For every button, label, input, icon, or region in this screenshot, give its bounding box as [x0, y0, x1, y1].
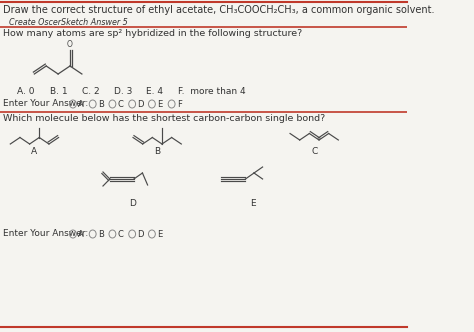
Text: E: E [157, 100, 162, 109]
Text: Draw the correct structure of ethyl acetate, CH₃COOCH₂CH₃, a common organic solv: Draw the correct structure of ethyl acet… [3, 5, 435, 15]
Text: Enter Your Answer:: Enter Your Answer: [3, 229, 89, 238]
Text: B: B [154, 147, 160, 156]
Text: C. 2: C. 2 [82, 87, 99, 96]
Text: O: O [67, 40, 73, 49]
Text: A: A [78, 230, 84, 239]
Text: C: C [118, 100, 123, 109]
Text: A. 0: A. 0 [17, 87, 35, 96]
Text: How many atoms are sp² hybridized in the following structure?: How many atoms are sp² hybridized in the… [3, 29, 303, 38]
Text: D: D [137, 100, 144, 109]
Text: B: B [98, 230, 104, 239]
Text: D. 3: D. 3 [114, 87, 133, 96]
Text: D: D [137, 230, 144, 239]
Text: E: E [157, 230, 162, 239]
Text: B: B [98, 100, 104, 109]
Text: Enter Your Answer:: Enter Your Answer: [3, 99, 89, 108]
Text: C: C [311, 147, 317, 156]
Text: B. 1: B. 1 [50, 87, 67, 96]
Text: D: D [129, 199, 137, 208]
Text: Create OscerSketch Answer 5: Create OscerSketch Answer 5 [9, 18, 128, 27]
Text: C: C [118, 230, 123, 239]
Text: F.  more than 4: F. more than 4 [179, 87, 246, 96]
Text: E: E [250, 199, 256, 208]
Text: F: F [177, 100, 182, 109]
Text: A: A [31, 147, 37, 156]
Text: A: A [78, 100, 84, 109]
Text: Which molecule below has the shortest carbon-carbon single bond?: Which molecule below has the shortest ca… [3, 114, 326, 123]
Text: E. 4: E. 4 [146, 87, 163, 96]
